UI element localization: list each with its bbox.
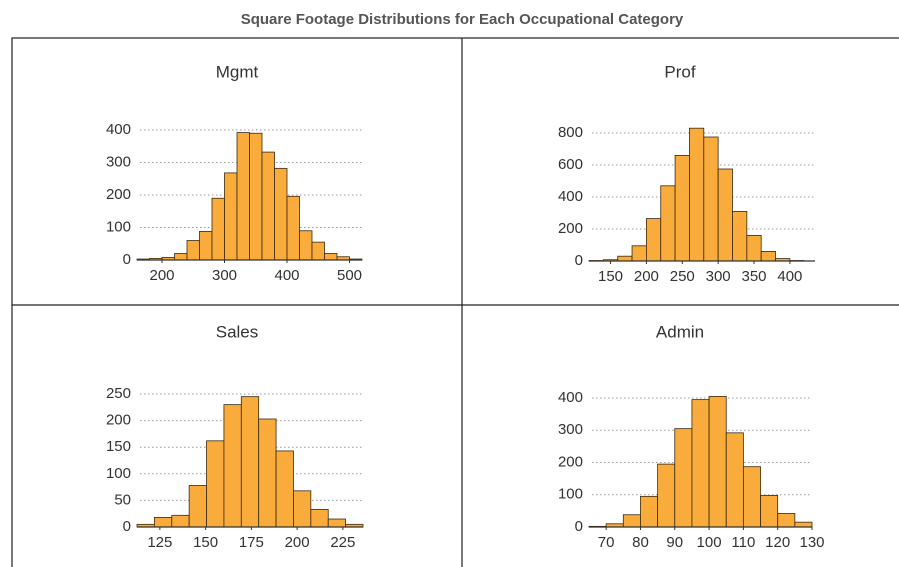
bar	[206, 440, 225, 528]
x-tick-label: 200	[634, 268, 659, 285]
bar	[171, 514, 190, 528]
x-tick-label: 100	[697, 534, 722, 551]
panel-title: Admin	[656, 322, 704, 341]
x-tick-label: 90	[666, 534, 683, 551]
bar	[153, 517, 173, 528]
bar	[725, 432, 744, 528]
bar	[311, 241, 325, 261]
panel-title: Sales	[216, 322, 259, 341]
bar	[261, 151, 275, 261]
y-tick-label: 0	[123, 518, 131, 535]
y-tick-label: 400	[106, 121, 131, 138]
bar	[224, 172, 238, 261]
bar	[211, 197, 225, 261]
bar	[240, 396, 260, 528]
x-tick-label: 175	[239, 534, 264, 551]
bar	[640, 495, 659, 528]
bar	[327, 518, 347, 528]
bar	[274, 167, 288, 261]
x-tick-label: 350	[742, 268, 767, 285]
bar	[622, 514, 641, 528]
bar	[717, 168, 733, 262]
bar	[286, 195, 300, 261]
y-tick-label: 400	[558, 389, 583, 406]
bar	[777, 513, 796, 528]
y-tick-label: 0	[575, 518, 583, 535]
x-tick-label: 250	[670, 268, 695, 285]
x-tick-label: 110	[731, 534, 755, 551]
bar	[310, 509, 329, 528]
x-tick-label: 500	[337, 267, 362, 284]
bar	[689, 127, 705, 262]
bar	[760, 250, 776, 262]
bar	[657, 463, 676, 528]
y-tick-label: 0	[123, 251, 131, 268]
bar	[746, 234, 762, 262]
bar	[708, 395, 727, 528]
y-tick-label: 200	[558, 453, 583, 470]
y-tick-label: 150	[106, 438, 131, 455]
x-tick-label: 120	[765, 534, 790, 551]
x-tick-label: 200	[149, 267, 174, 284]
main-title: Square Footage Distributions for Each Oc…	[241, 11, 684, 28]
y-tick-label: 0	[575, 252, 583, 269]
bar	[631, 245, 647, 262]
x-tick-label: 125	[147, 534, 172, 551]
y-tick-label: 600	[558, 156, 583, 173]
y-tick-label: 100	[106, 465, 131, 482]
y-tick-label: 300	[558, 421, 583, 438]
y-tick-label: 100	[106, 218, 131, 235]
y-tick-label: 400	[558, 188, 583, 205]
bar	[275, 450, 294, 528]
frame	[11, 37, 899, 567]
bar	[293, 490, 312, 528]
bar	[645, 218, 662, 262]
y-tick-label: 200	[106, 186, 131, 203]
bar	[660, 185, 676, 262]
bar	[223, 404, 242, 528]
bar	[299, 230, 313, 261]
bar	[236, 132, 250, 261]
y-tick-label: 100	[558, 486, 583, 503]
x-tick-label: 70	[598, 534, 615, 551]
bar	[732, 210, 748, 262]
bar	[324, 253, 338, 261]
bar	[674, 428, 693, 528]
bar	[760, 494, 779, 528]
y-tick-label: 800	[558, 124, 583, 141]
bar	[794, 521, 813, 528]
bar	[258, 418, 277, 528]
bar	[199, 230, 213, 261]
x-tick-label: 400	[777, 268, 802, 285]
x-tick-label: 400	[274, 267, 299, 284]
bar	[617, 255, 633, 262]
bar	[742, 466, 761, 528]
bar	[691, 399, 710, 528]
panel-title: Mgmt	[216, 62, 259, 81]
bar	[249, 132, 263, 261]
y-tick-label: 200	[558, 220, 583, 237]
x-tick-label: 80	[632, 534, 649, 551]
bar	[186, 240, 200, 261]
bar	[188, 485, 207, 528]
y-tick-label: 50	[114, 491, 131, 508]
x-tick-label: 225	[330, 534, 355, 551]
x-tick-label: 300	[706, 268, 731, 285]
bar	[674, 154, 690, 262]
y-tick-label: 200	[106, 412, 131, 429]
x-tick-label: 150	[598, 268, 623, 285]
bar	[703, 136, 719, 262]
x-tick-label: 300	[212, 267, 237, 284]
bar	[174, 253, 188, 261]
y-tick-label: 250	[106, 385, 131, 402]
x-tick-label: 130	[799, 534, 824, 551]
y-tick-label: 300	[106, 153, 131, 170]
panel-title: Prof	[664, 62, 695, 81]
x-tick-label: 200	[285, 534, 310, 551]
x-tick-label: 150	[193, 534, 218, 551]
